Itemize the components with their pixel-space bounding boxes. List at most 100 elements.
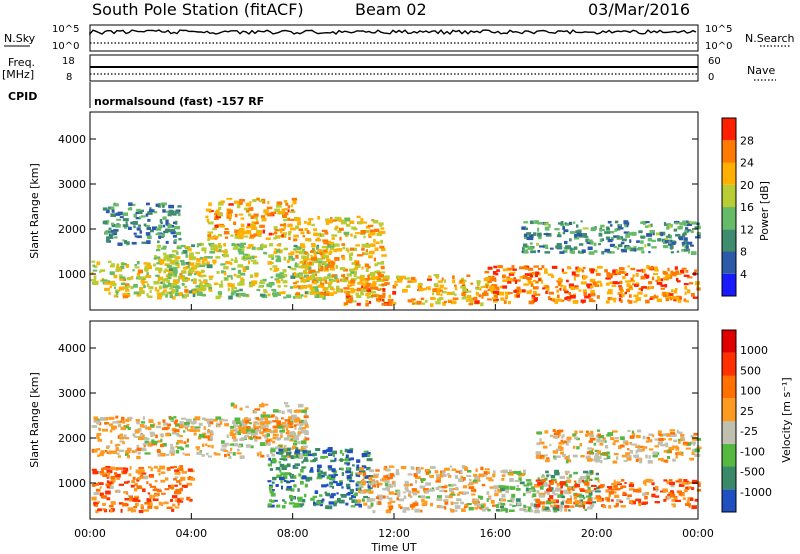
power-cell (250, 215, 254, 219)
power-cell (666, 292, 671, 295)
power-cell (623, 221, 630, 226)
velocity-cell (127, 494, 132, 497)
power-cell (624, 273, 629, 276)
power-cell (276, 291, 281, 296)
velocity-cell (537, 481, 544, 486)
velocity-cell (642, 446, 648, 449)
power-cell (516, 291, 520, 295)
velocity-cell (247, 431, 251, 435)
velocity-cell (245, 405, 249, 409)
power-cell (207, 256, 213, 259)
velocity-cell (566, 436, 572, 440)
velocity-cell (284, 402, 289, 405)
power-cell (92, 264, 96, 267)
velocity-cell (272, 433, 279, 437)
power-cell (407, 280, 413, 283)
power-cell (354, 264, 361, 268)
power-cell (499, 291, 505, 296)
velocity-cell (509, 486, 516, 490)
power-cell (114, 286, 116, 289)
velocity-cell (642, 480, 647, 485)
power-cell (327, 275, 332, 278)
velocity-cell (410, 466, 415, 470)
power-cell (172, 213, 177, 216)
power-cell (201, 288, 206, 292)
power-cell (381, 295, 386, 299)
velocity-cell (105, 490, 111, 495)
power-cell (282, 291, 286, 295)
power-cell (133, 284, 138, 288)
power-cell (258, 200, 264, 203)
velocity-cell (523, 505, 529, 509)
nsky-tick-top: 10^5 (52, 24, 79, 35)
power-cell (687, 250, 690, 254)
velocity-cell (278, 448, 284, 452)
velocity-cell (148, 441, 152, 445)
power-cell (564, 297, 568, 300)
velocity-cell (560, 439, 564, 443)
nsky-strip-frame (89, 24, 699, 52)
power-cell (110, 222, 115, 226)
velocity-cell (94, 418, 100, 422)
power-cell (634, 284, 639, 287)
velocity-cell (620, 485, 624, 490)
velocity-cell (680, 438, 684, 441)
velocity-cell (456, 498, 462, 502)
velocity-cell (486, 491, 490, 495)
velocity-cell (648, 455, 651, 459)
velocity-cell (423, 488, 429, 492)
velocity-cell (101, 467, 104, 472)
power-cell (212, 227, 218, 231)
power-cell (313, 286, 319, 290)
velocity-cell (616, 498, 622, 503)
power-cell (283, 225, 286, 230)
power-cell (620, 299, 623, 303)
velocity-cell (492, 470, 496, 474)
power-cell (286, 294, 292, 298)
power-cell (185, 293, 189, 297)
power-cell (331, 219, 338, 222)
power-cell (374, 270, 377, 274)
velocity-cell (115, 473, 121, 478)
power-cell (684, 244, 688, 249)
power-cell (493, 295, 498, 299)
power-cell (578, 243, 584, 246)
velocity-cell (101, 495, 108, 499)
velocity-cell (685, 486, 689, 490)
power-cell (341, 243, 346, 246)
velocity-cell (130, 484, 135, 488)
power-cell (140, 279, 145, 284)
power-cell (183, 266, 187, 270)
velocity-cell (689, 497, 694, 501)
velocity-cell (652, 454, 658, 458)
power-cell (285, 202, 289, 206)
velocity-cell (546, 488, 552, 492)
power-cell (560, 223, 565, 226)
velocity-cell (118, 467, 123, 470)
velocity-cell (289, 447, 294, 451)
power-cell (119, 216, 124, 219)
power-cell (168, 291, 173, 295)
power-cell (163, 230, 166, 233)
power-cell (694, 226, 699, 230)
power-cell (679, 236, 684, 241)
power-cell (128, 226, 132, 230)
velocity-cell (257, 418, 263, 421)
power-cell (124, 283, 130, 287)
power-cell (646, 265, 650, 269)
power-cell (341, 279, 345, 283)
power-cell (334, 275, 338, 280)
power-cell (532, 290, 537, 294)
power-cell (671, 296, 676, 300)
velocity-cell (280, 479, 283, 484)
power-cell (277, 235, 280, 239)
power-cell (219, 283, 224, 288)
velocity-cell (173, 478, 177, 481)
velocity-cell (537, 485, 541, 488)
velocity-cell (256, 425, 262, 429)
velocity-cell (375, 496, 380, 499)
power-cell (685, 227, 689, 230)
power-cell (334, 257, 340, 261)
velocity-cell (111, 450, 117, 454)
velocity-cell (425, 471, 430, 475)
